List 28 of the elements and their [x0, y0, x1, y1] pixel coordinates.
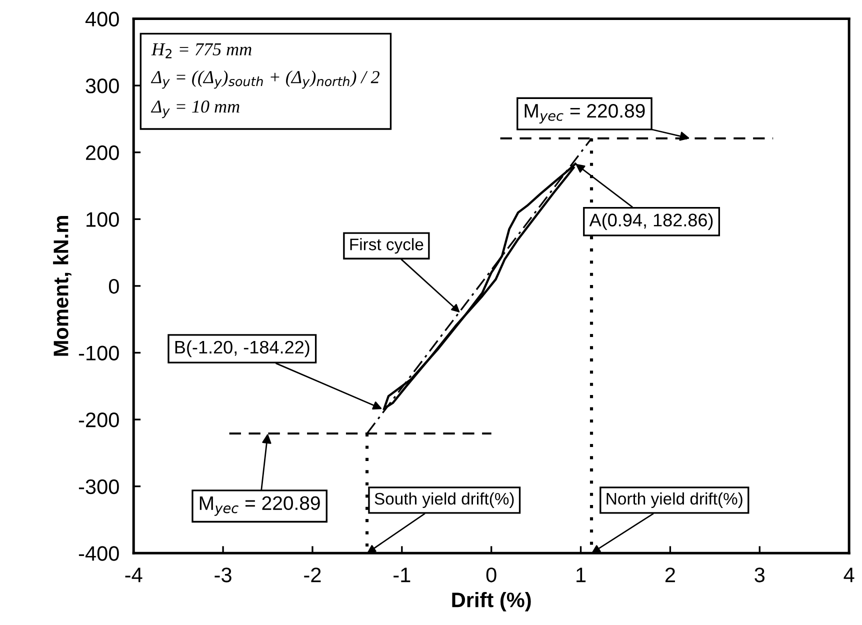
y-tick-label: -100	[78, 346, 119, 360]
x-axis-title: Drift (%)	[452, 592, 531, 612]
y-tick-label: -300	[78, 479, 119, 494]
annotation: M$_{yec}$ = 220.89	[200, 496, 320, 516]
annotation: B(-1.20, -184.22)	[175, 340, 310, 358]
y-tick-label: 200	[86, 145, 119, 160]
x-tick-label: -1	[394, 568, 410, 582]
annotation: First cycle	[350, 238, 424, 254]
y-tick-label: 400	[85, 12, 119, 27]
annotation: North yield drift(%)	[606, 492, 742, 508]
x-tick-label: 3	[754, 568, 765, 582]
y-axis-title: Moment, kN.m	[53, 216, 72, 356]
annotation: A(0.94, 182.86)	[589, 213, 713, 230]
text: H$_{2}$ = 775 mm Δ$_{y}$ = ((Δ$_{y}$)$_{south}$ + (Δ$_{y}$)$_{north}$) / 2 Δ$_{y}$ = 10 mm	[150, 43, 380, 118]
x-tick-label: 4	[844, 568, 854, 582]
x-tick-label: -3	[214, 568, 232, 582]
x-tick-label: -2	[304, 568, 321, 582]
annotation: South yield drift(%)	[374, 492, 514, 508]
y-tick-label: 100	[86, 212, 119, 227]
y-tick-label: 300	[86, 78, 119, 94]
x-tick-label: 0	[486, 568, 496, 582]
x-tick-label: 1	[576, 568, 586, 582]
annotation: M$_{yec}$ = 220.89	[524, 104, 645, 124]
x-tick-label: 2	[665, 568, 675, 582]
x-tick-label: -4	[125, 568, 142, 582]
y-tick-label: -200	[78, 412, 119, 428]
y-tick-label: -400	[78, 546, 119, 561]
y-tick-label: 0	[108, 278, 119, 294]
